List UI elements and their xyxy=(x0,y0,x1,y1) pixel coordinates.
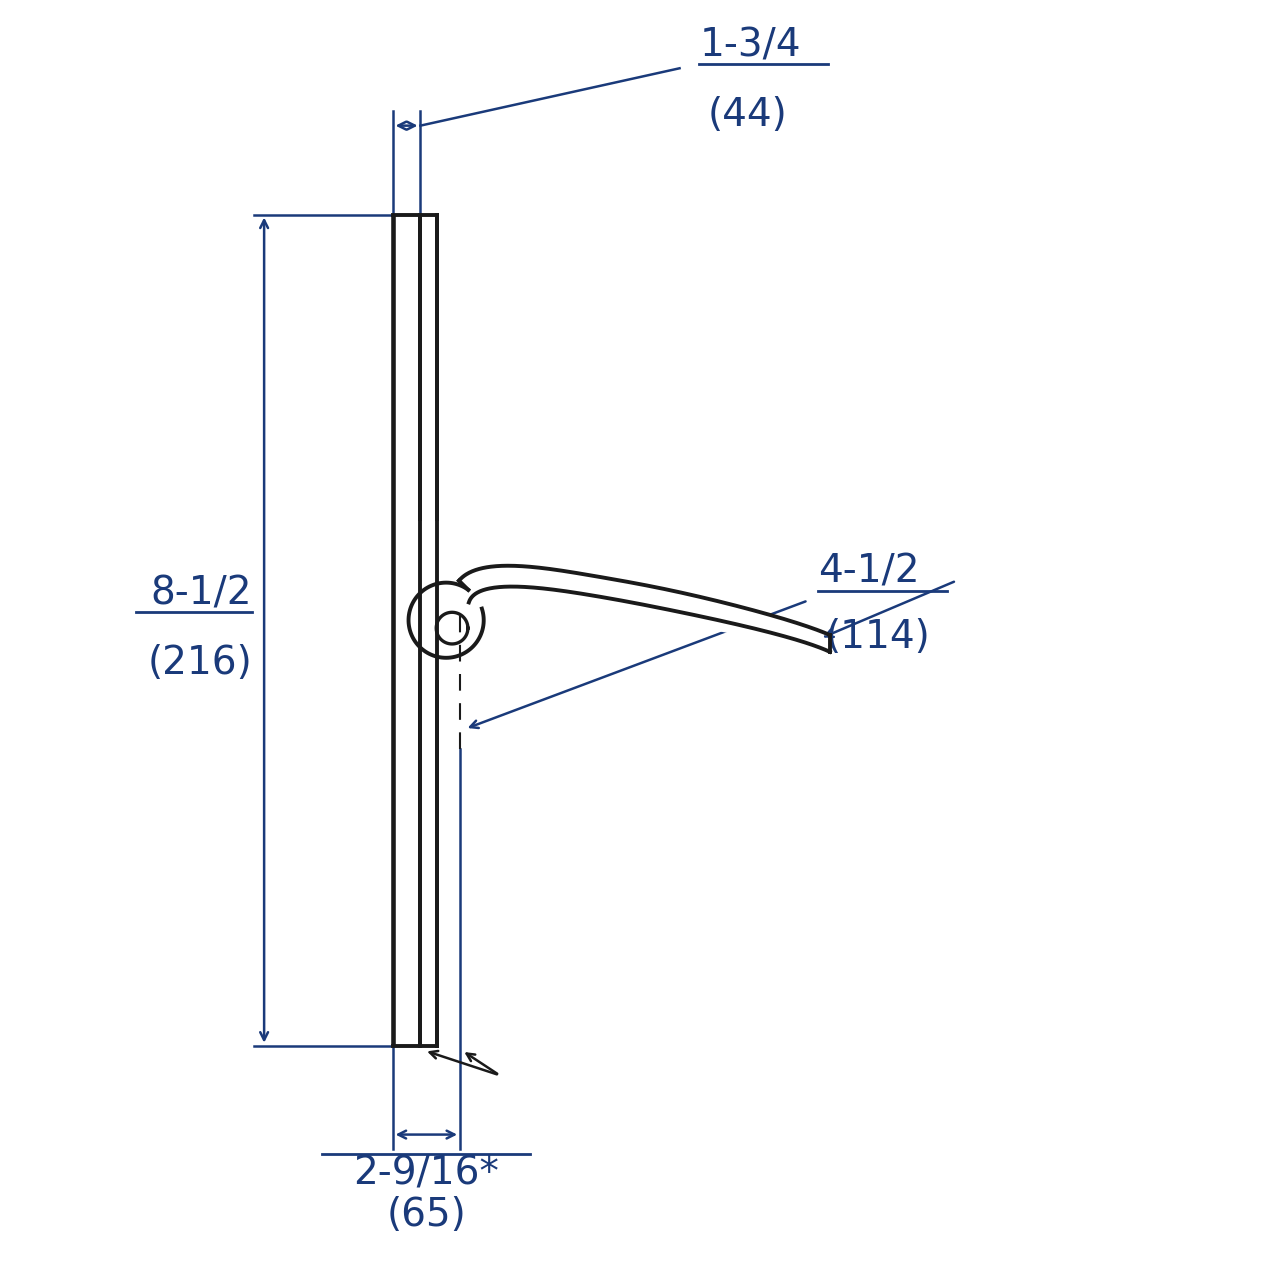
Polygon shape xyxy=(436,612,468,644)
Text: 8-1/2: 8-1/2 xyxy=(151,575,252,612)
Text: 1-3/4: 1-3/4 xyxy=(699,27,801,64)
Polygon shape xyxy=(460,566,829,652)
Text: 2-9/16*: 2-9/16* xyxy=(353,1155,499,1193)
Text: 4-1/2: 4-1/2 xyxy=(818,553,919,590)
Bar xyxy=(419,521,458,680)
Text: (114): (114) xyxy=(826,618,931,657)
Text: (216): (216) xyxy=(147,644,252,682)
Text: (44): (44) xyxy=(708,96,787,134)
Polygon shape xyxy=(408,582,484,658)
Text: (65): (65) xyxy=(387,1196,466,1234)
